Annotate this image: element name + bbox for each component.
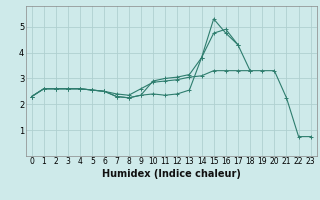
X-axis label: Humidex (Indice chaleur): Humidex (Indice chaleur) xyxy=(102,169,241,179)
